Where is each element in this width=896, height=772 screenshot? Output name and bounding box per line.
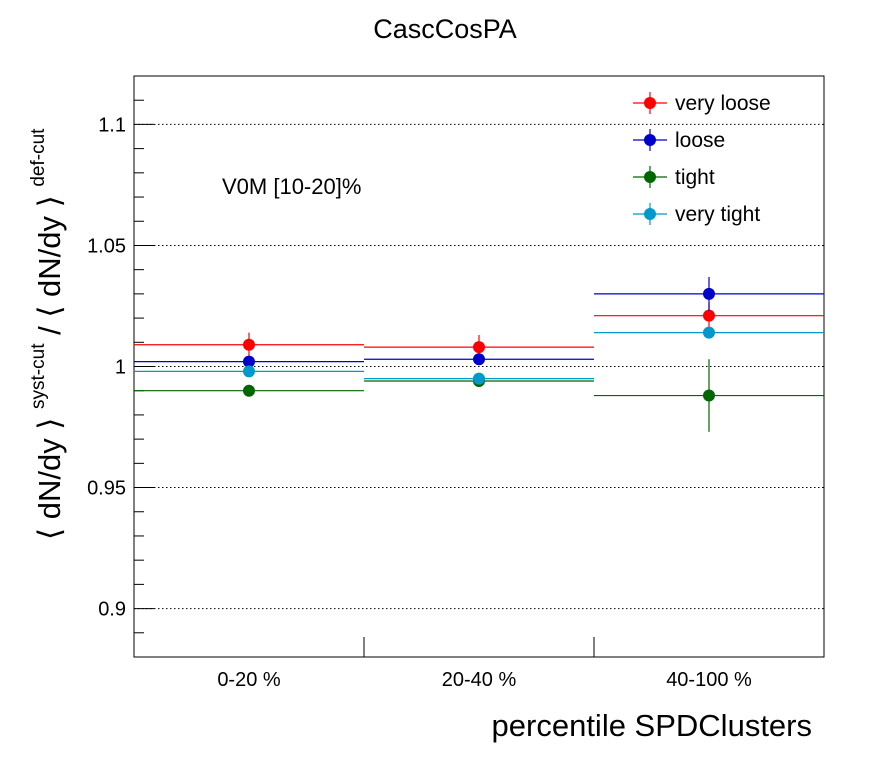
legend-label: tight: [675, 166, 715, 189]
legend-marker: [644, 171, 656, 183]
legend: very loose loose tight very tight: [633, 92, 771, 226]
series-point: [703, 389, 715, 402]
legend-marker: [644, 134, 656, 146]
series-point: [703, 287, 715, 300]
series-point: [473, 372, 485, 385]
series-point: [243, 365, 255, 378]
legend-label: very tight: [675, 203, 760, 226]
y-label-sup2: def-cut: [28, 128, 49, 187]
y-axis-label: ⟨ dN/dy ⟩ syst-cut / ⟨ dN/dy ⟩ def-cut: [16, 128, 67, 540]
chart-title: CascCosPA: [373, 14, 517, 44]
y-label-main: ⟨ dN/dy ⟩: [32, 418, 67, 540]
x-tick-label: 0-20 %: [217, 669, 281, 691]
y-tick-label: 0.9: [98, 599, 126, 621]
x-tick-label: 40-100 %: [666, 669, 752, 691]
y-label-mid: / ⟨ dN/dy ⟩: [32, 195, 67, 335]
y-tick-label: 1.05: [87, 235, 126, 257]
legend-marker: [644, 208, 656, 220]
series-point: [243, 384, 255, 397]
legend-entry: tight: [633, 166, 715, 189]
series-point: [473, 341, 485, 354]
legend-entry: very loose: [633, 92, 771, 115]
series-group: [134, 276, 824, 432]
y-tick-label: 1: [115, 357, 126, 379]
series-point: [243, 355, 255, 368]
legend-entry: very tight: [633, 203, 760, 226]
series-point: [703, 326, 715, 339]
series: [134, 326, 824, 385]
x-axis-label: percentile SPDClusters: [492, 708, 812, 743]
series-point: [473, 353, 485, 366]
legend-marker: [644, 97, 656, 109]
y-tick-label: 1.1: [98, 114, 126, 136]
y-label-sup1: syst-cut: [28, 343, 49, 409]
legend-entry: loose: [633, 129, 725, 152]
series: [134, 303, 824, 360]
series-point: [703, 309, 715, 322]
x-axis-ticks: 0-20 % 20-40 % 40-100 %: [217, 637, 752, 691]
legend-label: very loose: [675, 92, 771, 115]
x-tick-label: 20-40 %: [442, 669, 517, 691]
legend-label: loose: [675, 129, 725, 152]
y-axis-ticks: 0.9 0.95 1 1.05 1.1: [87, 75, 154, 658]
series: [134, 359, 824, 432]
y-tick-label: 0.95: [87, 478, 126, 500]
annotation-text: V0M [10-20]%: [222, 174, 361, 199]
grid: [134, 123, 824, 610]
series-point: [243, 338, 255, 351]
series: [134, 276, 824, 368]
